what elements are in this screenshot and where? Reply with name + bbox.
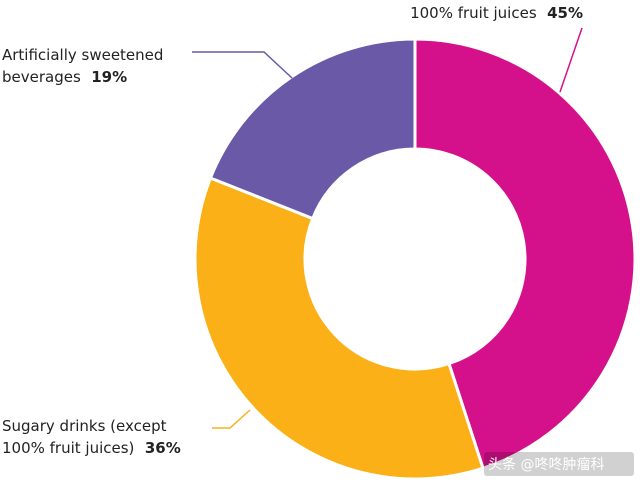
label-sugary-drinks-line-2: 100% fruit juices) bbox=[2, 439, 134, 457]
label-sugary-drinks-line-1: Sugary drinks (except bbox=[2, 417, 167, 435]
label-fruit-juices: 100% fruit juices 45% bbox=[410, 4, 583, 22]
label-artificially-sweetened-line-1: Artificially sweetened bbox=[2, 46, 163, 64]
slice-sugary-drinks-except-100-fruit-juices bbox=[193, 176, 485, 481]
leader-line-fruit-juices bbox=[559, 27, 583, 93]
slice-100-fruit-juices bbox=[413, 37, 637, 471]
label-fruit-juices-value: 45% bbox=[537, 4, 583, 22]
label-fruit-juices-line-1: 100% fruit juices bbox=[410, 4, 537, 22]
label-sugary-drinks: Sugary drinks (except 100% fruit juices) … bbox=[2, 417, 181, 457]
donut-slices bbox=[193, 37, 637, 481]
watermark-background bbox=[484, 452, 634, 476]
label-artificially-sweetened-value: 19% bbox=[81, 68, 127, 86]
label-artificially-sweetened: Artificially sweetened beverages 19% bbox=[2, 46, 163, 86]
watermark-text: 头条 @咚咚肿瘤科 bbox=[488, 456, 604, 473]
slice-artificially-sweetened-beverages bbox=[208, 37, 417, 221]
leader-line-sugary-drinks bbox=[212, 409, 251, 429]
leader-line-artificially-sweetened bbox=[192, 51, 293, 79]
label-sugary-drinks-value: 36% bbox=[134, 439, 180, 457]
slice-labels: 100% fruit juices 45% Sugary drinks (exce… bbox=[2, 4, 583, 457]
leader-lines bbox=[192, 27, 583, 429]
label-artificially-sweetened-line-2: beverages bbox=[2, 68, 81, 86]
